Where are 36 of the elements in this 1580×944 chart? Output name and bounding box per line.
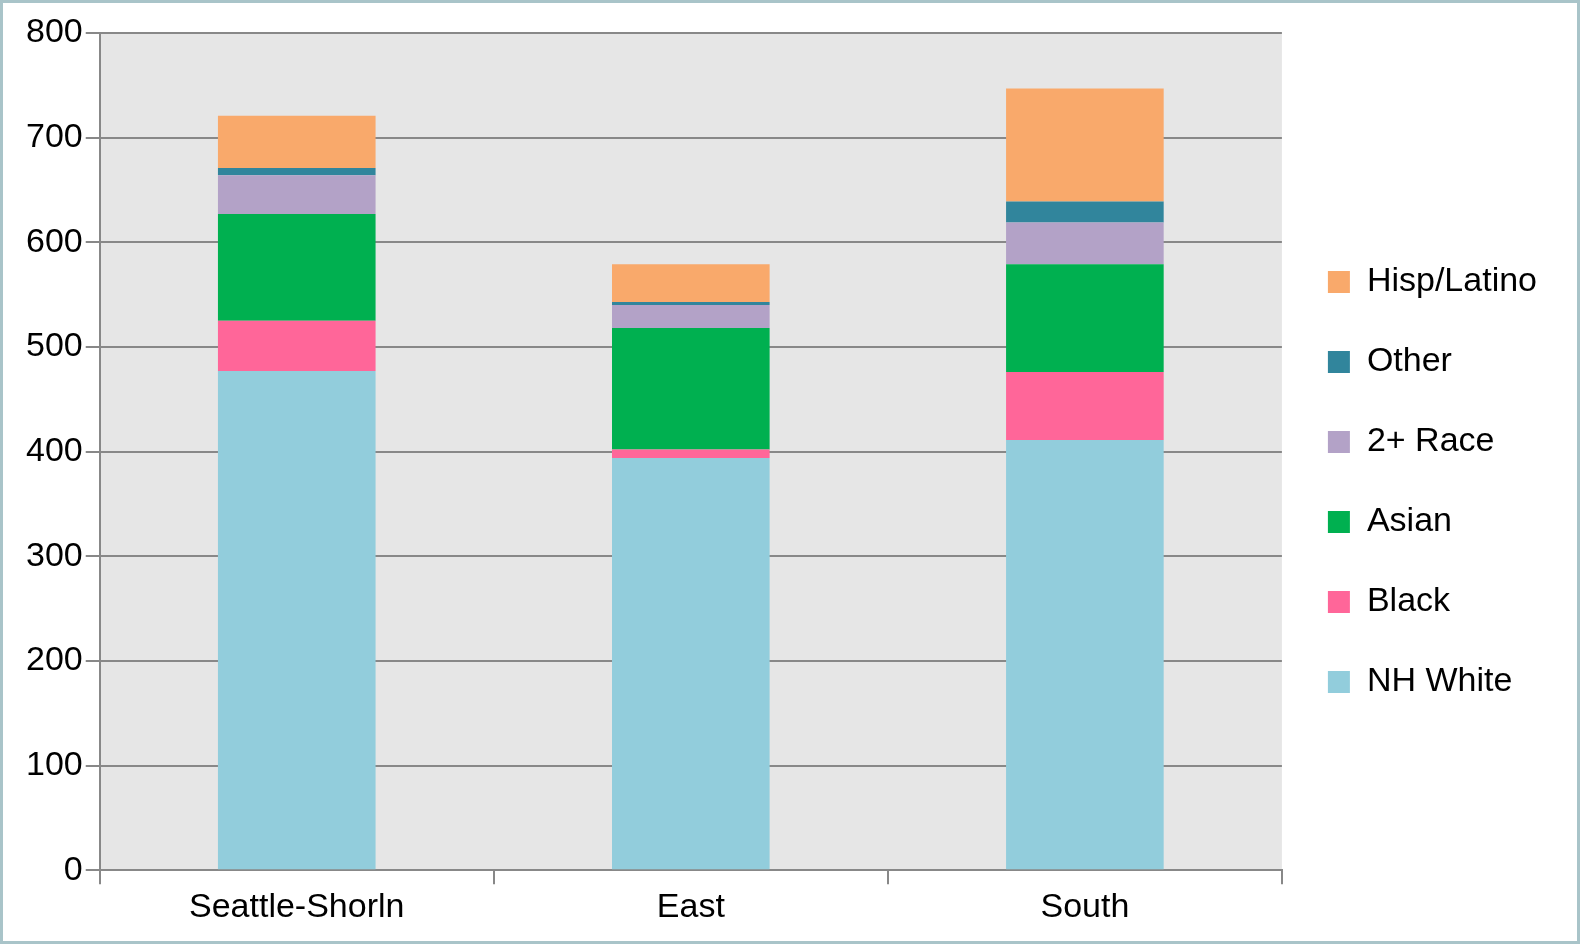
x-tick-label: South	[1040, 885, 1130, 924]
bar	[1006, 222, 1164, 265]
bar	[1006, 88, 1164, 202]
bar	[612, 301, 770, 306]
y-tick-label: 400	[25, 429, 83, 468]
bar	[612, 328, 770, 450]
bar	[217, 371, 376, 870]
legend-label: Asian	[1366, 500, 1452, 539]
y-tick-label: 600	[25, 220, 83, 259]
bar	[612, 264, 770, 302]
legend-label: Black	[1366, 580, 1452, 619]
bar	[612, 449, 770, 458]
bar	[1006, 264, 1164, 373]
bar	[217, 214, 376, 321]
legend-label: Hisp/Latino	[1366, 260, 1538, 299]
bar	[1006, 440, 1164, 870]
bar	[217, 320, 376, 372]
y-tick-label: 300	[25, 534, 83, 573]
bar	[217, 168, 376, 176]
y-tick-label: 200	[25, 639, 83, 678]
y-tick-label: 0	[63, 848, 83, 887]
y-tick-label: 100	[25, 743, 83, 782]
y-tick-label: 500	[25, 325, 83, 364]
legend-label: Other	[1366, 340, 1452, 379]
bar	[1006, 201, 1164, 223]
y-tick-label: 700	[25, 116, 83, 155]
legend-label: NH White	[1366, 660, 1513, 699]
bar	[1006, 372, 1164, 441]
bar	[217, 115, 376, 168]
bar	[612, 457, 770, 870]
y-tick-label: 800	[25, 11, 83, 50]
x-tick-label: East	[656, 885, 726, 924]
x-tick-label: Seattle-Shorln	[189, 885, 405, 924]
legend-label: 2+ Race	[1366, 420, 1495, 459]
bar	[612, 305, 770, 329]
bar	[217, 175, 376, 215]
